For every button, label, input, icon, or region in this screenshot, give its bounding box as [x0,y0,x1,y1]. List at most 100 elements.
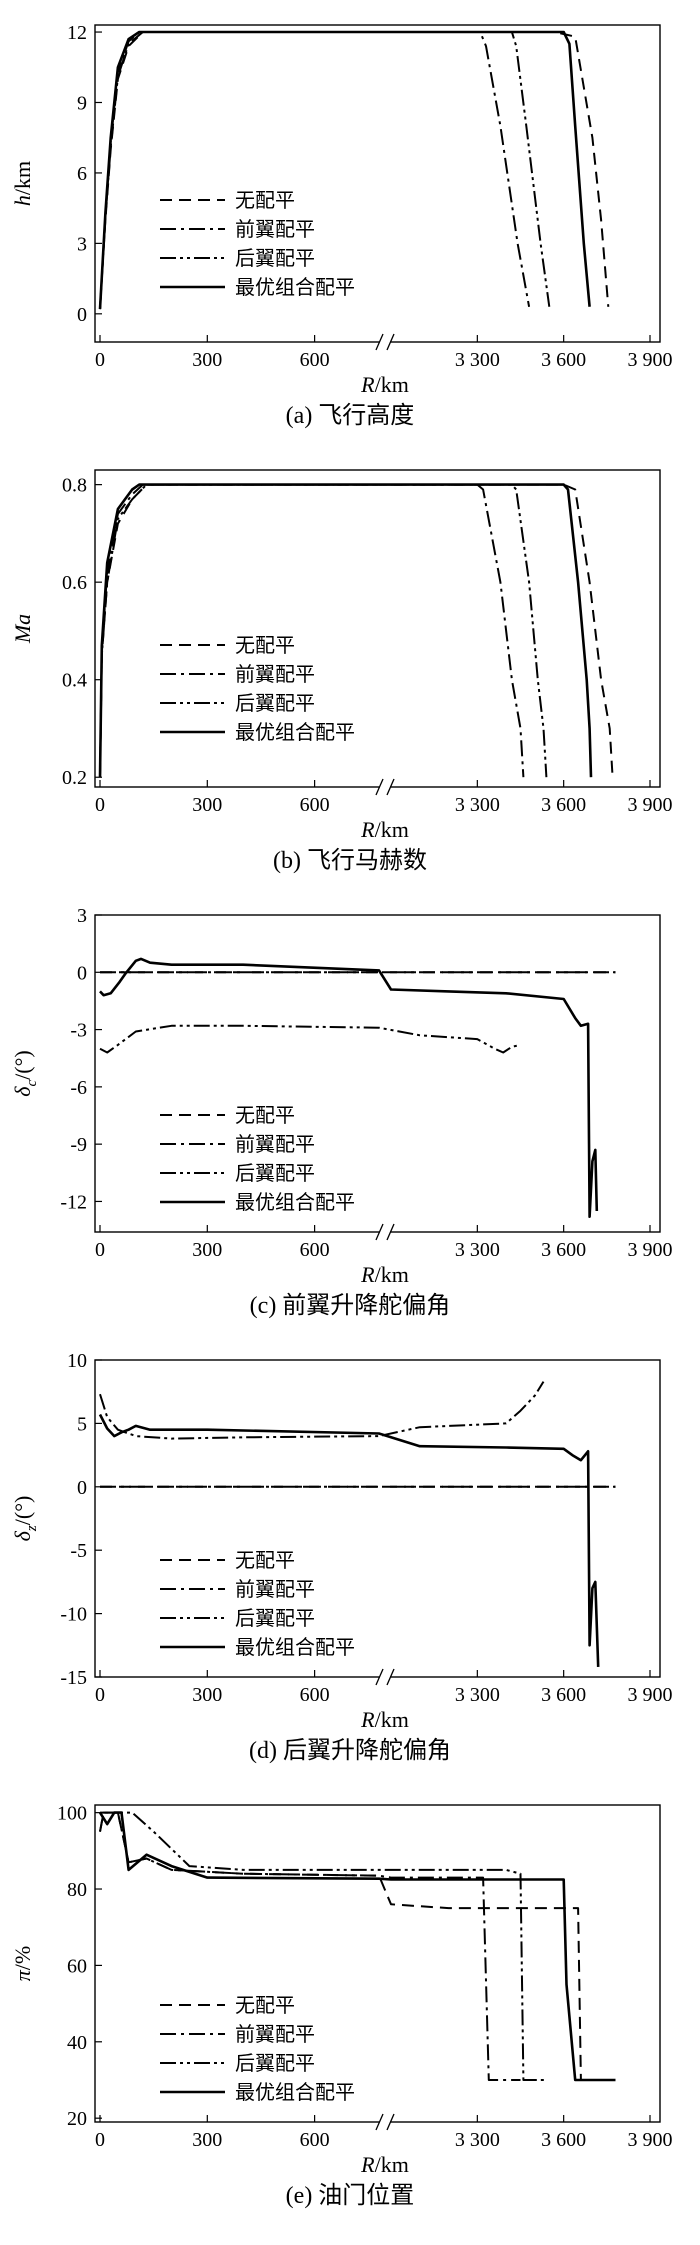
axis-break-mask [380,1224,390,1240]
chart-svg: 0 300 600 3 300 3 600 3 900 -15 -10 -5 0 5 10 R/km δz… [10,1350,673,1730]
x-axis-label: R/km [360,372,409,395]
x-tick-label: 3 600 [541,349,586,371]
x-tick-label: 600 [300,1684,330,1706]
chart-panel-4: 0 300 600 3 300 3 600 3 900 -15 -10 -5 0 5 10 R/km δz… [0,1335,700,1780]
y-tick-label: 40 [67,2032,87,2054]
x-tick-label: 300 [192,2129,222,2151]
series-line-4 [98,30,591,310]
series-group [98,1381,616,1667]
legend-label: 前翼配平 [235,218,315,241]
y-tick-label: 60 [67,1955,87,1977]
legend-label: 后翼配平 [235,247,315,270]
x-tick-label: 600 [300,794,330,816]
x-tick-label: 0 [95,1239,105,1261]
x-tick-label: 0 [95,2129,105,2151]
y-tick-label: 10 [67,1350,87,1372]
y-tick-label: 0.6 [62,572,87,594]
series-line-3 [99,1024,521,1054]
x-tick-label: 0 [95,1684,105,1706]
series-line-4 [98,1413,600,1667]
x-axis-label: R/km [360,2152,409,2175]
y-tick-label: -3 [70,1020,87,1042]
legend-label: 最优组合配平 [235,1636,355,1659]
chart-caption: (b) 飞行马赫数 [273,848,427,874]
series-group [98,1811,616,2082]
axis-break-mark [375,333,384,351]
legend-label: 无配平 [235,635,295,657]
x-axis-label: R/km [360,1707,409,1730]
y-tick-label: 12 [67,22,87,44]
x-axis-label: R/km [360,1262,409,1285]
axis-break-mark [386,778,395,796]
y-tick-label: 100 [57,1803,87,1825]
axis-break-mark [375,778,384,796]
series-line-4 [99,957,599,1219]
y-tick-label: 20 [67,2108,87,2130]
y-tick-label: 3 [77,905,87,927]
series-group [98,483,614,778]
axis-break-mask [380,2114,390,2130]
x-tick-label: 3 600 [541,794,586,816]
y-tick-label: 0.8 [62,475,87,497]
y-tick-label: 3 [77,233,87,255]
axis-break-mark [386,1223,395,1241]
legend-label: 前翼配平 [235,1578,315,1601]
x-tick-label: 0 [95,794,105,816]
x-tick-label: 3 600 [541,1239,586,1261]
y-axis-label: h/km [10,161,35,206]
y-tick-label: -12 [60,1191,87,1213]
chart-caption: (e) 油门位置 [285,2183,415,2209]
chart-panel-1: 0 300 600 3 300 3 600 3 900 0 3 6 9 12 R/km h/km 无配平前… [0,0,700,445]
series-line-3 [99,1381,545,1440]
legend-label: 最优组合配平 [235,721,355,744]
legend-label: 后翼配平 [235,1607,315,1630]
legend-label: 后翼配平 [235,1162,315,1185]
chart-panel-2: 0 300 600 3 300 3 600 3 900 0.2 0.4 0.6 0.8 R/km Ma… [0,445,700,890]
y-tick-label: 0.4 [62,670,87,692]
plot-frame [94,1804,661,2123]
x-tick-label: 300 [192,1239,222,1261]
y-tick-label: 0 [77,304,87,326]
legend-label: 后翼配平 [235,692,315,715]
legend-label: 最优组合配平 [235,276,355,299]
y-tick-label: 6 [77,163,87,185]
chart-panel-5: 0 300 600 3 300 3 600 3 900 20 40 60 80 100 R/km π/%… [0,1780,700,2225]
axis-break-mark [386,333,395,351]
x-tick-label: 3 900 [628,1684,673,1706]
legend-label: 无配平 [235,1995,295,2017]
y-axis-label: Ma [10,614,35,644]
y-tick-label: 9 [77,92,87,114]
y-tick-label: 0 [77,1477,87,1499]
y-axis-label: π/% [10,1946,35,1981]
x-tick-label: 3 900 [628,794,673,816]
axis-break-mark [386,2113,395,2131]
y-tick-label: -10 [60,1604,87,1626]
plot-frame [94,24,661,343]
plot-frame [94,914,661,1233]
y-tick-label: -15 [60,1667,87,1689]
y-tick-label: -9 [70,1134,87,1156]
x-tick-label: 3 600 [541,2129,586,2151]
series-group [98,30,610,310]
x-tick-label: 3 300 [455,349,500,371]
axis-break-mask [380,779,390,795]
legend-label: 前翼配平 [235,1133,315,1156]
x-tick-label: 600 [300,349,330,371]
x-tick-label: 600 [300,2129,330,2151]
x-tick-label: 3 900 [628,2129,673,2151]
chart-svg: 0 300 600 3 300 3 600 3 900 0 3 6 9 12 R/km h/km 无配平前… [10,22,673,395]
y-tick-label: 0 [77,962,87,984]
series-group [99,957,616,1219]
axis-break-mark [375,1223,384,1241]
x-tick-label: 3 300 [455,1684,500,1706]
legend-label: 最优组合配平 [235,1191,355,1214]
chart-caption: (a) 飞行高度 [285,403,415,429]
x-tick-label: 3 900 [628,1239,673,1261]
axis-break-mask [380,334,390,350]
chart-panel-3: 0 300 600 3 300 3 600 3 900 -12 -9 -6 -3 0 3 R/km δc/… [0,890,700,1335]
x-tick-label: 300 [192,1684,222,1706]
legend-label: 前翼配平 [235,663,315,686]
y-tick-label: -5 [70,1540,87,1562]
x-axis-label: R/km [360,817,409,840]
x-tick-label: 3 300 [455,2129,500,2151]
